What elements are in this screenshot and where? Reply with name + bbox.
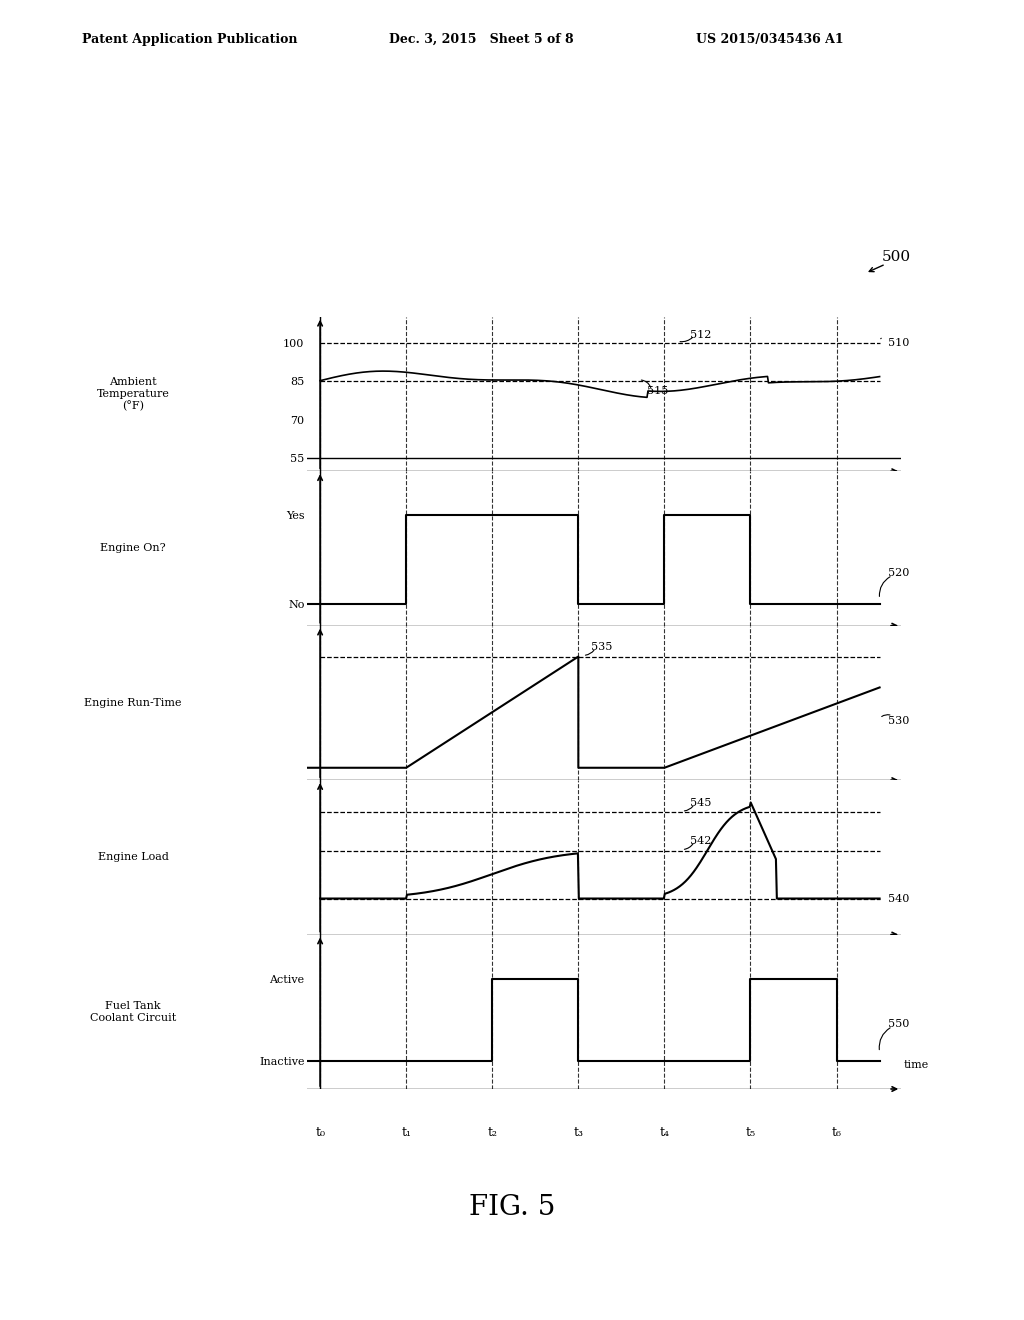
- Text: t₃: t₃: [573, 1126, 584, 1139]
- Text: t₄: t₄: [659, 1126, 670, 1139]
- Text: 500: 500: [882, 251, 910, 264]
- Text: Engine Run-Time: Engine Run-Time: [84, 698, 182, 708]
- Text: Ambient
Temperature
(°F): Ambient Temperature (°F): [96, 378, 170, 411]
- Text: 512: 512: [690, 330, 712, 339]
- Text: 520: 520: [888, 568, 909, 578]
- Text: 540: 540: [888, 894, 909, 903]
- Text: Fuel Tank
Coolant Circuit: Fuel Tank Coolant Circuit: [90, 1001, 176, 1023]
- Text: 545: 545: [690, 799, 712, 808]
- Text: Engine Load: Engine Load: [97, 853, 169, 862]
- Text: t₀: t₀: [315, 1126, 325, 1139]
- Text: 535: 535: [591, 642, 612, 652]
- Text: 515: 515: [647, 387, 669, 396]
- Text: Engine On?: Engine On?: [100, 544, 166, 553]
- Text: FIG. 5: FIG. 5: [469, 1195, 555, 1221]
- Text: Dec. 3, 2015   Sheet 5 of 8: Dec. 3, 2015 Sheet 5 of 8: [389, 33, 573, 46]
- Text: time: time: [904, 1060, 929, 1069]
- Text: 530: 530: [888, 715, 909, 726]
- Text: 542: 542: [690, 836, 712, 846]
- Text: t₆: t₆: [831, 1126, 842, 1139]
- Text: 510: 510: [888, 338, 909, 347]
- Text: t₁: t₁: [401, 1126, 412, 1139]
- Text: US 2015/0345436 A1: US 2015/0345436 A1: [696, 33, 844, 46]
- Text: Patent Application Publication: Patent Application Publication: [82, 33, 297, 46]
- Text: t₅: t₅: [745, 1126, 756, 1139]
- Text: t₂: t₂: [487, 1126, 498, 1139]
- Text: 550: 550: [888, 1019, 909, 1030]
